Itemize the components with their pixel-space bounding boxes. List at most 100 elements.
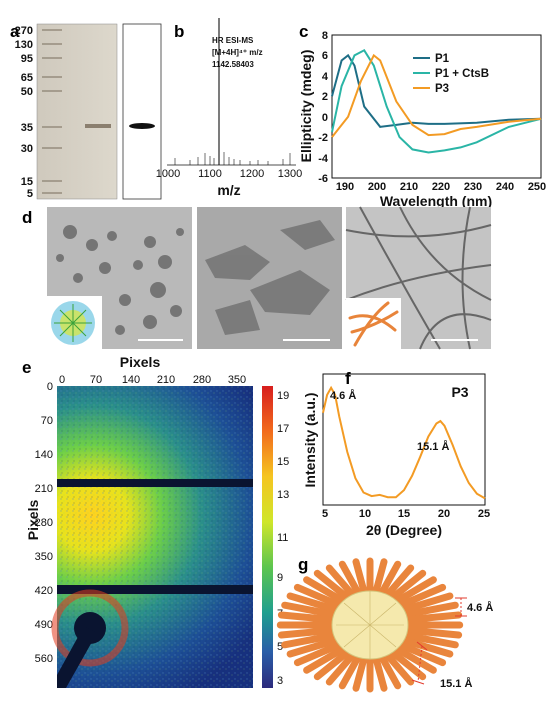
heatmap-xtick: 0 — [59, 374, 65, 386]
fibers-icon — [348, 301, 399, 347]
peptide-rod — [382, 650, 415, 686]
heatmap-yticks: 0 70 140 210 280 350 420 490 560 — [35, 381, 53, 665]
peptide-rod — [395, 583, 447, 610]
ms-xticks: 1000 1100 1200 1300 — [156, 168, 302, 180]
heatmap-ytick: 140 — [35, 449, 53, 461]
xrd-frame — [322, 373, 486, 506]
cd-xtick: 250 — [528, 181, 546, 193]
xrd-xtick: 10 — [359, 508, 371, 520]
panel-label-b: b — [174, 22, 184, 41]
panel-a-gel: 270 130 95 65 50 35 30 15 5 — [15, 23, 162, 200]
cd-ytick: -2 — [318, 132, 328, 144]
heatmap-xtick: 70 — [90, 374, 102, 386]
cd-series-group — [331, 48, 542, 154]
peptide-rod — [372, 653, 388, 692]
beamstop-arm — [57, 626, 97, 688]
cd-ylabel: Ellipticity (mdeg) — [298, 50, 314, 163]
heatmap-xtick: 280 — [193, 374, 211, 386]
peptide-rod — [303, 644, 349, 674]
ms-title-3: 1142.58403 — [212, 60, 254, 69]
cd-xtick: 220 — [432, 181, 450, 193]
ms-spectrum — [174, 18, 291, 165]
cd-xtick: 240 — [496, 181, 514, 193]
heatmap-ytick: 560 — [35, 653, 53, 665]
peptide-rod — [286, 636, 343, 658]
heatmap-ytick: 0 — [47, 381, 53, 393]
cd-legend: P1 P1 + CtsB P3 — [413, 53, 489, 95]
peptide-rod — [313, 569, 353, 603]
ms-xlabel: m/z — [217, 182, 240, 198]
heatmap-ytick: 70 — [41, 415, 53, 427]
panel-label-c: c — [299, 22, 308, 41]
heatmap-xticks: 0 70 140 210 280 350 — [59, 374, 246, 386]
heatmap-ytick: 210 — [35, 483, 53, 495]
xrd-xtick: 15 — [398, 508, 410, 520]
xrd-xticks: 5 10 15 20 25 — [322, 508, 490, 520]
panel-g-model: 4.6 Å 15.1 Å — [276, 557, 493, 693]
western-blot-image — [122, 23, 162, 200]
panel-e-heatmap: Pixels 0 70 140 210 280 350 0 70 140 210… — [25, 354, 289, 688]
colorbar-tick: 15 — [277, 456, 289, 468]
cd-xtick: 210 — [400, 181, 418, 193]
tem-nanoparticles — [56, 225, 184, 335]
heatmap-title: Pixels — [120, 354, 161, 370]
panel-label-e: e — [22, 358, 31, 377]
cd-ytick: -6 — [318, 173, 328, 185]
xrd-series-line — [322, 385, 486, 500]
cd-frame — [331, 34, 542, 179]
ladder-mark: 5 — [27, 188, 33, 200]
peptide-rod — [387, 647, 427, 681]
cd-series-line — [331, 48, 542, 154]
ladder-mark: 35 — [21, 122, 33, 134]
panel-label-d: d — [22, 208, 32, 227]
peptide-rod — [391, 644, 437, 674]
xrd-ylabel: Intensity (a.u.) — [302, 393, 318, 488]
panel-label-f: f — [345, 369, 351, 388]
panel-d-tem — [47, 206, 492, 350]
xrd-peak2-label: 15.1 Å — [417, 440, 449, 453]
cd-xtick: 190 — [336, 181, 354, 193]
dim-label-1: 4.6 Å — [467, 601, 493, 614]
panel-label-a: a — [10, 22, 20, 41]
heatmap-ytick: 350 — [35, 551, 53, 563]
xrd-peak1-label: 4.6 Å — [330, 389, 356, 402]
peptide-rod — [377, 560, 402, 599]
colorbar-tick: 17 — [277, 423, 289, 435]
ms-title-2: [M+4H]⁴⁺ m/z — [212, 48, 263, 57]
protein-band — [85, 124, 111, 128]
colorbar-tick: 5 — [277, 641, 283, 653]
colorbar-tick: 9 — [277, 572, 283, 584]
cd-xticks: 190 200 210 220 230 240 250 — [336, 181, 546, 193]
peptide-rod — [372, 558, 388, 597]
ladder-mark: 50 — [21, 86, 33, 98]
cd-ytick: 2 — [322, 91, 328, 103]
legend-p3: P3 — [435, 83, 449, 95]
detector-gap — [57, 585, 253, 594]
peptide-rod — [325, 650, 358, 686]
gel-lane-ladder-image — [36, 23, 118, 200]
xrd-xtick: 5 — [322, 508, 328, 520]
panel-label-g: g — [298, 555, 308, 574]
cd-series-line — [331, 53, 542, 138]
dim-label-2: 15.1 Å — [440, 677, 472, 690]
peptide-rod — [377, 651, 402, 690]
ladder-mark: 270 — [15, 25, 33, 37]
colorbar-tick: 13 — [277, 489, 289, 501]
xrd-xlabel: 2θ (Degree) — [366, 522, 442, 538]
ladder-bands — [42, 29, 62, 194]
ladder-mark: 65 — [21, 72, 33, 84]
diffraction-ring — [51, 589, 129, 667]
peptide-rod — [352, 653, 368, 692]
cd-ytick: 4 — [322, 71, 329, 83]
legend-p1-ctsb: P1 + CtsB — [435, 68, 489, 80]
peptide-rod — [303, 576, 349, 606]
peptide-rod — [313, 647, 353, 681]
tem-sheets — [205, 220, 335, 335]
cd-ytick: 0 — [322, 112, 328, 124]
xrd-title: P3 — [451, 384, 468, 400]
peptide-rod — [352, 558, 368, 597]
peptide-rod — [400, 631, 459, 649]
heatmap-ylabel: Pixels — [25, 500, 41, 541]
ms-xtick: 1200 — [240, 168, 264, 180]
